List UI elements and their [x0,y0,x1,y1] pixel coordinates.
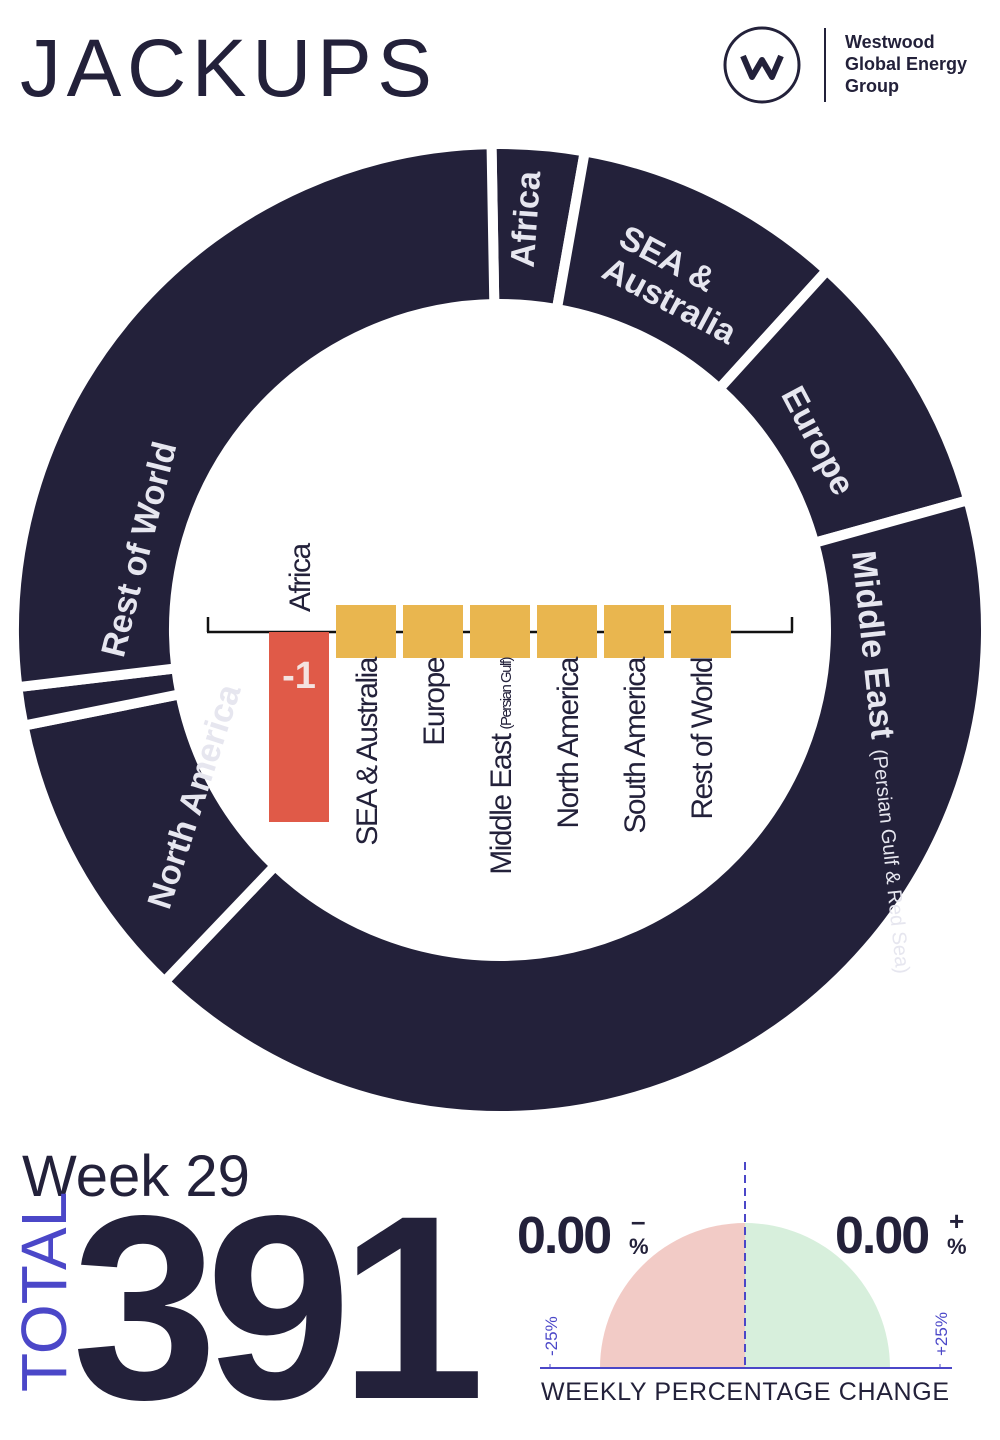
logo: Westwood Global Energy Group [723,26,967,104]
zero-marker [470,605,530,658]
category-label-text: North America [552,656,585,828]
category-label-text: Europe [418,657,451,746]
category-label-text: SEA & Australia [351,656,384,845]
zero-marker [537,605,597,658]
zero-marker [604,605,664,658]
change-unit: % [947,1234,967,1259]
tick-label: +25% [932,1312,951,1356]
category-label: North America [552,656,585,828]
category-label: Middle East (Persian Gulf) [485,656,518,874]
category-label: Europe [418,657,451,746]
axis-title: WEEKLY PERCENTAGE CHANGE [541,1378,949,1406]
logo-text: Global Energy [845,54,967,74]
category-label-text: Middle East [485,732,518,874]
category-label: Rest of World [686,658,719,820]
logo-ring [723,26,801,104]
value-label: -1 [282,655,316,697]
change-sign: – [631,1206,645,1236]
category-label: Africa [284,543,317,613]
page-title: JACKUPS [20,23,432,114]
segment-label: Africa [504,169,549,269]
week-label: Week 29 [22,1144,250,1209]
bar [269,632,329,822]
category-label: SEA & Australia [351,656,384,845]
category-label-text: Africa [284,543,317,613]
zero-marker [403,605,463,658]
change-value: 0.00 [835,1207,928,1265]
zero-marker [671,605,731,658]
change-value: 0.00 [517,1207,610,1265]
zero-marker [336,605,396,658]
total-label: TOTAL [8,1192,80,1392]
donut-segment [157,493,991,1121]
change-value-text: 0.00 [517,1207,610,1265]
tick-label: -25% [542,1316,561,1356]
category-note: (Persian Gulf) [498,656,515,729]
donut-segment [9,138,500,693]
negative-half [600,1223,745,1368]
segment-label-text: Africa [504,169,549,269]
logo-text: Westwood [845,32,935,52]
logo-mark [740,54,784,80]
positive-half [745,1223,890,1368]
category-label-text: Rest of World [686,658,719,820]
category-label: South America [619,656,652,833]
total-value: 391 [72,1161,479,1440]
logo-text: Group [845,76,899,96]
change-unit: % [629,1234,649,1259]
change-sign: + [949,1206,964,1236]
change-value-text: 0.00 [835,1207,928,1265]
category-label-text: South America [619,656,652,833]
